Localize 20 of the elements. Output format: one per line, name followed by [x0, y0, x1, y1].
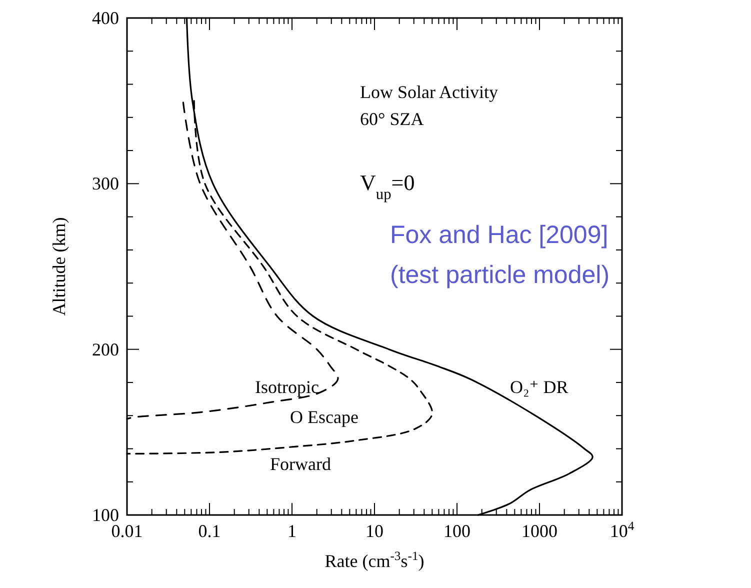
y-tick-label: 300 — [92, 174, 119, 194]
x-axis-title: Rate (cm$^{-3}$s$^{-1}$) — [324, 549, 424, 571]
annotation: Fox and Hac [2009] — [390, 221, 608, 249]
annotation: (test particle model) — [390, 261, 610, 289]
annotation: Low Solar Activity — [360, 82, 498, 102]
x-tick-label: 1000 — [522, 521, 558, 541]
series-label: Isotropic — [255, 377, 319, 397]
x-tick-label: 10 — [366, 521, 384, 541]
x-tick-label: 10$^{4}$ — [610, 519, 635, 541]
y-tick-label: 400 — [92, 8, 119, 28]
x-tick-label: 100 — [444, 521, 470, 541]
series-label: O₂⁺ DR — [510, 377, 568, 397]
y-axis-title: Altitude (km) — [49, 217, 69, 316]
series-label: Forward — [270, 454, 331, 474]
y-tick-label: 200 — [92, 339, 119, 360]
annotation: O Escape — [290, 407, 358, 427]
annotation: 60° SZA — [360, 109, 424, 129]
x-tick-label: 0.1 — [198, 521, 221, 541]
x-tick-label: 1 — [288, 521, 296, 541]
annotation: V$_{up}$=0 — [360, 170, 415, 202]
